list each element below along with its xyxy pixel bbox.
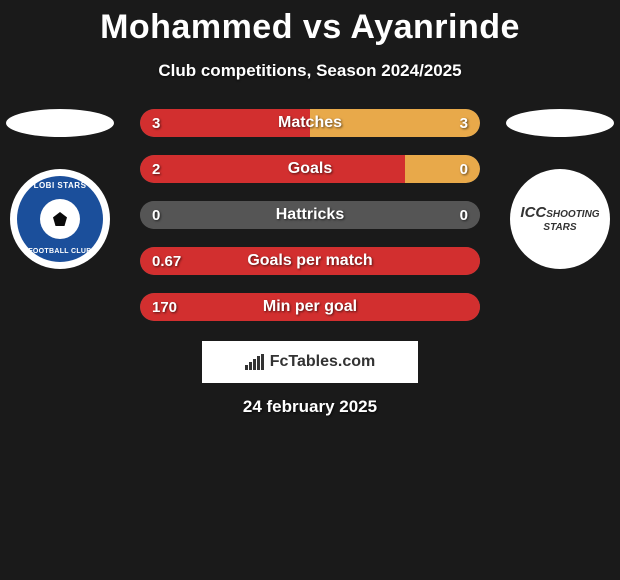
comparison-infographic: Mohammed vs Ayanrinde Club competitions,… (0, 0, 620, 417)
stat-label: Matches (140, 114, 480, 132)
stat-label: Min per goal (140, 298, 480, 316)
lobi-text-top: LOBI STARS (17, 182, 103, 191)
lobi-text-bottom: FOOTBALL CLUB (17, 248, 103, 256)
stat-value-right: 0 (460, 207, 468, 224)
stat-row: 3Matches3 (140, 109, 480, 137)
left-country-flag (6, 109, 114, 137)
stat-label: Hattricks (140, 206, 480, 224)
branding-text: FcTables.com (270, 353, 376, 371)
stat-row: 0Hattricks0 (140, 201, 480, 229)
icc-text-small: SHOOTING STARS (543, 209, 599, 233)
left-club-logo: LOBI STARS FOOTBALL CLUB (10, 169, 110, 269)
stat-row: 170Min per goal (140, 293, 480, 321)
page-subtitle: Club competitions, Season 2024/2025 (0, 61, 620, 81)
right-club-logo: ICCSHOOTING STARS (510, 169, 610, 269)
footer-date: 24 february 2025 (0, 397, 620, 417)
right-country-flag (506, 109, 614, 137)
stats-bars: 3Matches32Goals00Hattricks00.67Goals per… (140, 109, 480, 321)
stat-label: Goals (140, 160, 480, 178)
stat-row: 0.67Goals per match (140, 247, 480, 275)
stat-label: Goals per match (140, 252, 480, 270)
right-player-badges: ICCSHOOTING STARS (506, 109, 614, 269)
comparison-area: LOBI STARS FOOTBALL CLUB ICCSHOOTING STA… (0, 109, 620, 417)
football-icon (40, 199, 80, 239)
stat-row: 2Goals0 (140, 155, 480, 183)
branding-box: FcTables.com (202, 341, 418, 383)
stat-value-right: 3 (460, 115, 468, 132)
bar-chart-icon (245, 354, 264, 370)
stat-value-right: 0 (460, 161, 468, 178)
left-player-badges: LOBI STARS FOOTBALL CLUB (6, 109, 114, 269)
page-title: Mohammed vs Ayanrinde (0, 0, 620, 47)
icc-text-big: ICC (520, 204, 546, 221)
